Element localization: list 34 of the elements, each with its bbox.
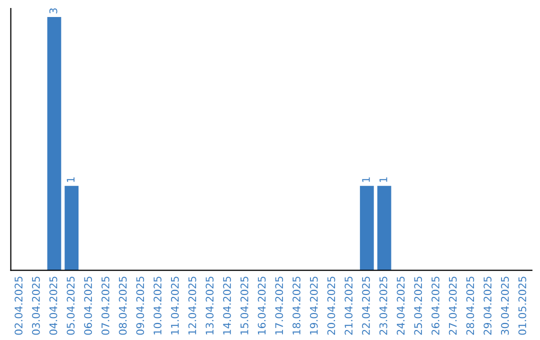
x-tick-label: 26.04.2025 [432, 276, 440, 335]
x-tick-label: 05.04.2025 [66, 276, 75, 335]
x-tick-label: 15.04.2025 [240, 276, 248, 334]
x-tick-label: 30.04.2025 [500, 276, 509, 335]
data-label: 1 [380, 177, 388, 182]
x-tick-label: 28.04.2025 [466, 276, 474, 335]
x-tick-label: 16.04.2025 [258, 276, 266, 334]
data-label: 3 [49, 8, 58, 14]
x-tick-label: 21.04.2025 [344, 276, 353, 335]
x-tick-label: 07.04.2025 [101, 276, 110, 335]
x-tick-label: 08.04.2025 [118, 276, 127, 335]
x-tick-label: 24.04.2025 [396, 276, 405, 335]
x-tick-label: 04.04.2025 [49, 276, 58, 335]
x-tick-label: 09.04.2025 [136, 276, 144, 335]
x-tick-label: 27.04.2025 [448, 276, 457, 335]
data-label: 1 [362, 177, 370, 182]
x-tick-label: 01.05.2025 [518, 276, 526, 335]
x-tick-label: 25.04.2025 [414, 276, 422, 335]
x-tick-label: 19.04.2025 [310, 276, 318, 334]
x-tick-label: 23.04.2025 [379, 276, 388, 335]
x-tick-label: 02.04.2025 [14, 276, 23, 335]
x-tick-label: 10.04.2025 [154, 276, 162, 334]
x-tick-label: 18.04.2025 [292, 276, 300, 334]
x-tick-label: 03.04.2025 [32, 276, 40, 335]
x-tick-label: 20.04.2025 [327, 276, 336, 335]
x-tick-label: 17.04.2025 [275, 276, 284, 334]
x-tick-label: 13.04.2025 [206, 276, 214, 334]
x-tick-label: 06.04.2025 [84, 276, 92, 335]
x-tick-label: 12.04.2025 [188, 276, 196, 334]
x-tick-label: 11.04.2025 [170, 276, 179, 334]
data-label: 1 [66, 177, 74, 182]
x-tick-label: 14.04.2025 [223, 276, 231, 334]
x-tick-label: 29.04.2025 [484, 276, 492, 335]
x-tick-label: 22.04.2025 [362, 276, 370, 335]
